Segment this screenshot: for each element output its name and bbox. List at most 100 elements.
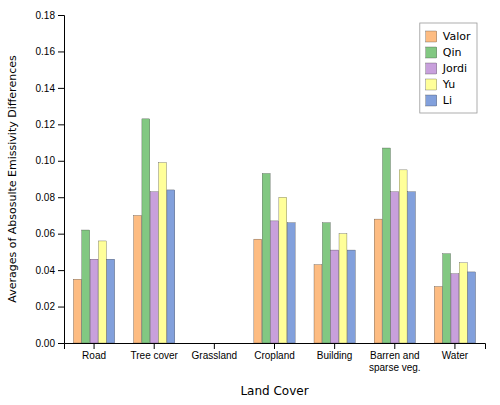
x-tick: Cropland (254, 343, 295, 361)
y-tick-label: 0.10 (36, 155, 56, 166)
bar (459, 263, 467, 343)
legend: ValorQinJordiYuLi (420, 23, 477, 113)
x-tick-mark (94, 343, 95, 349)
y-tick: 0.08 (36, 192, 64, 203)
y-tick-mark (58, 343, 64, 344)
bar (339, 234, 347, 343)
y-tick: 0.12 (36, 119, 64, 130)
bar (107, 259, 115, 343)
y-tick: 0.10 (36, 155, 64, 166)
y-tick: 0.04 (36, 265, 64, 276)
bar (150, 192, 158, 343)
y-tick-label: 0.00 (36, 338, 56, 349)
y-tick-label: 0.18 (36, 10, 56, 21)
x-tick-mark (334, 343, 335, 349)
legend-item: Li (426, 94, 452, 107)
y-tick: 0.18 (36, 10, 64, 21)
x-axis-line (65, 344, 486, 350)
y-axis-line (58, 16, 65, 344)
legend-swatch (426, 47, 437, 58)
bar (227, 343, 235, 344)
bar (73, 279, 81, 343)
x-tick-label: Grassland (192, 350, 238, 361)
bar (287, 223, 295, 343)
bar-series (107, 190, 476, 343)
legend-frame (420, 23, 477, 113)
bar (219, 343, 227, 344)
bar (134, 215, 142, 343)
x-tick-label-line: Water (442, 350, 469, 361)
y-tick-mark (58, 197, 64, 198)
bar (331, 250, 339, 343)
bar (391, 192, 399, 343)
bar (254, 239, 262, 343)
y-tick-label: 0.14 (36, 83, 56, 94)
y-tick-label: 0.16 (36, 46, 56, 57)
x-tick-label-line: Barren and (370, 350, 419, 361)
x-tick-mark (274, 343, 275, 349)
bar (468, 272, 476, 343)
x-tick: Water (442, 343, 469, 361)
y-tick-mark (58, 15, 64, 16)
y-tick: 0.02 (36, 301, 64, 312)
bar (159, 163, 167, 343)
x-tick-label: Tree cover (131, 350, 179, 361)
x-tick-label-line: sparse veg. (369, 362, 421, 373)
bars (73, 119, 475, 343)
legend-label: Valor (443, 30, 471, 43)
x-tick: Grassland (192, 343, 238, 361)
bar (271, 221, 279, 343)
y-tick-label: 0.12 (36, 119, 56, 130)
x-tick-label: Building (317, 350, 353, 361)
bar (322, 223, 330, 343)
bar (194, 343, 202, 344)
bar (443, 254, 451, 343)
x-tick-label: Road (82, 350, 106, 361)
bar (451, 274, 459, 343)
y-tick-mark (58, 270, 64, 271)
y-tick-mark (58, 161, 64, 162)
bar (374, 219, 382, 343)
y-tick: 0.06 (36, 228, 64, 239)
bar (407, 192, 415, 343)
bar (167, 190, 175, 343)
legend-item: Yu (426, 78, 455, 91)
x-axis-title: Land Cover (240, 384, 308, 398)
y-tick: 0.00 (36, 338, 64, 349)
x-tick-label: Cropland (254, 350, 295, 361)
bar (347, 250, 355, 343)
x-axis: Road Tree cover Grassland Cropland Building B… (65, 343, 486, 373)
y-tick-mark (58, 88, 64, 89)
bar (142, 119, 150, 343)
bar (90, 259, 98, 343)
x-tick-label-line: Building (317, 350, 353, 361)
bar (98, 241, 106, 343)
x-tick: Building (317, 343, 353, 361)
bar (399, 170, 407, 343)
legend-swatch (426, 79, 437, 90)
plot: 0.00 0.02 0.04 0.06 0.08 0.10 0.12 0.14 0.16 0.18… (36, 10, 486, 373)
y-tick-mark (58, 51, 64, 52)
y-axis: 0.00 0.02 0.04 0.06 0.08 0.10 0.12 0.14 0.16 0.18 (36, 10, 65, 349)
y-tick-mark (58, 124, 64, 125)
y-tick-mark (58, 307, 64, 308)
legend-label: Qin (443, 46, 462, 59)
bar-series (98, 163, 467, 343)
x-tick-label-line: Road (82, 350, 106, 361)
x-tick-mark (214, 343, 215, 349)
bar (434, 287, 442, 343)
legend-swatch (426, 95, 437, 106)
legend-item: Qin (426, 46, 462, 59)
legend-item: Valor (426, 30, 471, 43)
x-tick-mark (394, 343, 395, 349)
bar (210, 343, 218, 344)
bar (382, 148, 390, 343)
x-tick-label: Barren andsparse veg. (369, 350, 421, 373)
y-tick-label: 0.04 (36, 265, 56, 276)
y-tick-label: 0.02 (36, 301, 56, 312)
x-tick-label-line: Tree cover (131, 350, 179, 361)
legend-label: Yu (442, 78, 455, 91)
x-tick-label-line: Cropland (254, 350, 295, 361)
y-tick-label: 0.08 (36, 192, 56, 203)
bar (279, 197, 287, 343)
